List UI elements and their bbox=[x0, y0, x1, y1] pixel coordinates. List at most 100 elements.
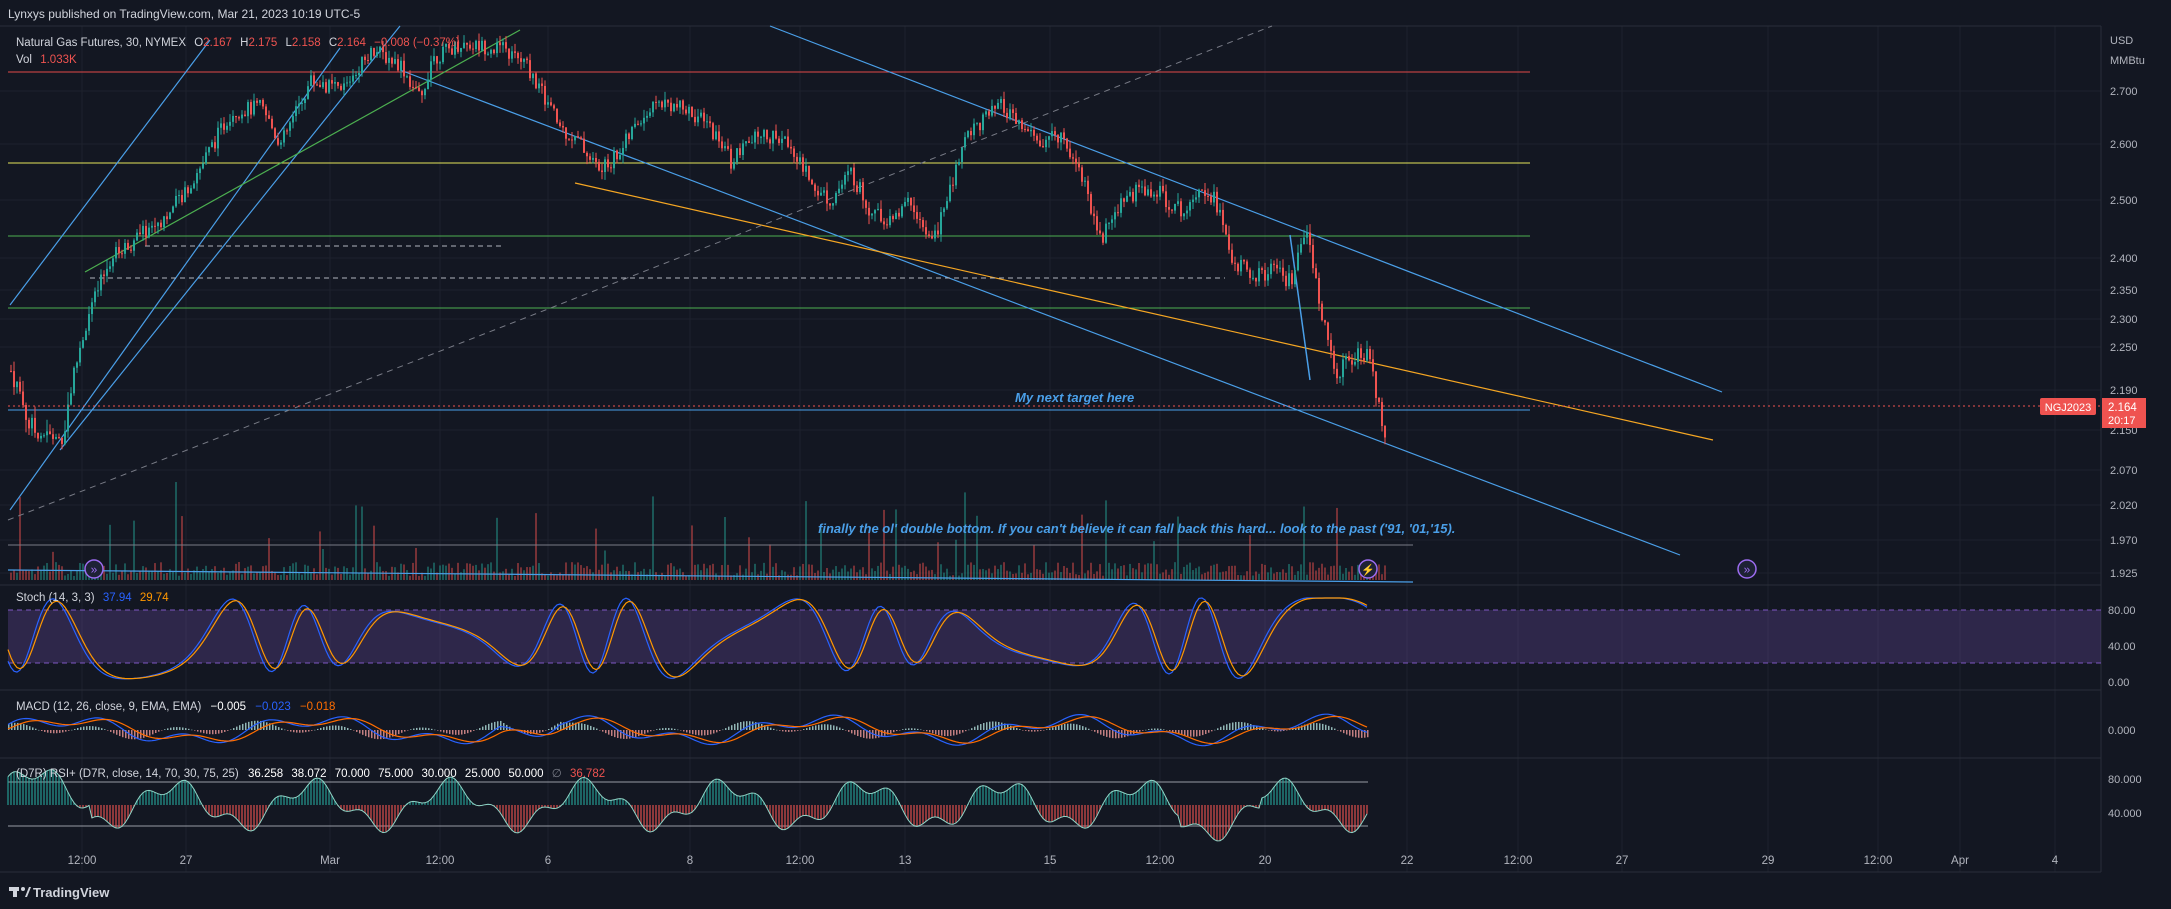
volume-bar bbox=[802, 563, 804, 580]
candle-body bbox=[61, 438, 63, 444]
candle-body bbox=[874, 210, 876, 214]
candle-body bbox=[466, 42, 468, 45]
rsi-legend[interactable]: (D7R) RSI+ (D7R, close, 14, 70, 30, 75, … bbox=[16, 768, 605, 780]
candle-body bbox=[592, 157, 594, 160]
event-marker-2[interactable]: ⚡ bbox=[1358, 559, 1378, 579]
candle-body bbox=[451, 48, 453, 55]
main-legend[interactable]: Natural Gas Futures, 30, NYMEX O2.167 H2… bbox=[16, 37, 460, 49]
volume-bar bbox=[418, 575, 420, 580]
macd-histogram-bar bbox=[1025, 730, 1027, 731]
drop-line[interactable] bbox=[1289, 234, 1311, 381]
volume-bar bbox=[670, 563, 672, 580]
stoch-tick-0: 0.00 bbox=[2108, 677, 2129, 689]
macd-histogram-bar bbox=[584, 724, 586, 730]
candle-body bbox=[73, 367, 75, 394]
orange-support-line[interactable] bbox=[574, 182, 1714, 441]
macd-histogram-bar bbox=[1151, 728, 1153, 730]
candle-body bbox=[1351, 360, 1353, 365]
target-annotation[interactable]: My next target here bbox=[1015, 390, 1134, 405]
macd-histogram-bar bbox=[914, 728, 916, 730]
macd-histogram-bar bbox=[887, 730, 889, 735]
candle-body bbox=[904, 201, 906, 207]
upper-left-channel-line-1[interactable] bbox=[9, 39, 211, 306]
candle-body bbox=[319, 84, 321, 88]
volume-bar bbox=[472, 565, 474, 580]
time-axis[interactable]: 12:00 27 Mar 12:00 6 8 12:00 13 15 12:00 20 22 12:00… bbox=[68, 855, 2059, 867]
volume-bar bbox=[580, 565, 582, 580]
candle-body bbox=[1066, 138, 1068, 149]
candle-body bbox=[1153, 194, 1155, 197]
symbol-tag[interactable]: NGJ2023 bbox=[2045, 402, 2091, 414]
trend-lines[interactable] bbox=[7, 25, 1723, 583]
macd-histogram-bar bbox=[71, 729, 73, 731]
macd-histogram-bar bbox=[659, 728, 661, 730]
candle-body bbox=[1213, 191, 1215, 203]
upper-left-channel-line-3[interactable] bbox=[59, 25, 401, 451]
volume-bar bbox=[1303, 506, 1305, 580]
volume-bar bbox=[370, 570, 372, 580]
volume-bar bbox=[1168, 574, 1170, 580]
bottom-line[interactable] bbox=[7, 569, 1414, 583]
candle-body bbox=[628, 133, 630, 140]
volume-bar bbox=[202, 569, 204, 580]
macd-histogram-bar bbox=[221, 730, 223, 733]
candle-body bbox=[463, 42, 465, 48]
candle-body bbox=[1093, 213, 1095, 217]
candle-body bbox=[943, 208, 945, 213]
volume-bar bbox=[1024, 563, 1026, 580]
volume-bar bbox=[1027, 574, 1029, 580]
candle-body bbox=[130, 249, 132, 251]
price-axis[interactable]: USD MMBtu 2.700 2.600 2.500 2.400 2.350 2.300… bbox=[2110, 35, 2145, 580]
volume-bar bbox=[1294, 574, 1296, 580]
volume-bar bbox=[547, 575, 549, 580]
upper-channel-line[interactable] bbox=[769, 25, 1723, 393]
volume-bar bbox=[1243, 575, 1245, 580]
stoch-k-line bbox=[7, 597, 1368, 680]
macd-histogram-bar bbox=[1343, 730, 1345, 734]
volume-bar bbox=[646, 574, 648, 580]
macd-histogram-bar bbox=[170, 727, 172, 730]
candle-body bbox=[676, 103, 678, 108]
volume-bar bbox=[172, 571, 174, 580]
macd-histogram-bar bbox=[242, 723, 244, 730]
volume-bar bbox=[1252, 575, 1254, 580]
double-bottom-annotation[interactable]: finally the ol' double bottom. If you ca… bbox=[818, 521, 1455, 536]
macd-histogram-bar bbox=[1301, 725, 1303, 730]
candle-body bbox=[40, 435, 42, 439]
volume-bar bbox=[34, 574, 36, 580]
candle-body bbox=[1282, 267, 1284, 276]
volume-bar bbox=[1144, 564, 1146, 580]
candle-body bbox=[997, 102, 999, 109]
volume-bar bbox=[1075, 574, 1077, 580]
macd-legend[interactable]: MACD (12, 26, close, 9, EMA, EMA) −0.005… bbox=[16, 701, 335, 713]
macd-histogram-bar bbox=[308, 730, 310, 732]
candle-body bbox=[103, 274, 105, 276]
volume-bar bbox=[1093, 573, 1095, 580]
volume-bar bbox=[166, 572, 168, 580]
horizontal-levels[interactable] bbox=[8, 71, 1530, 546]
candle-body bbox=[529, 60, 531, 79]
candle-body bbox=[955, 164, 957, 186]
stoch-legend[interactable]: Stoch (14, 3, 3) 37.94 29.74 bbox=[16, 592, 169, 604]
volume-bar bbox=[1015, 573, 1017, 580]
volume-bar bbox=[448, 563, 450, 580]
volume-bar bbox=[22, 570, 24, 580]
macd-histogram-bar bbox=[1220, 726, 1222, 730]
macd-line bbox=[7, 713, 1368, 747]
event-marker-1[interactable]: » bbox=[84, 559, 104, 579]
volume-bar bbox=[850, 568, 852, 580]
macd-histogram-bar bbox=[599, 730, 601, 731]
event-marker-3[interactable]: » bbox=[1737, 559, 1757, 579]
time-tick: 4 bbox=[2052, 855, 2059, 867]
candle-body bbox=[334, 82, 336, 84]
candle-body bbox=[1330, 339, 1332, 351]
volume-legend[interactable]: Vol 1.033K bbox=[16, 54, 77, 66]
macd-histogram-bar bbox=[1199, 730, 1201, 736]
volume-bar bbox=[121, 571, 123, 580]
macd-histogram-bar bbox=[1319, 723, 1321, 730]
macd-histogram-bar bbox=[827, 724, 829, 730]
candle-body bbox=[1240, 259, 1242, 272]
tradingview-footer[interactable]: TradingView bbox=[9, 885, 110, 900]
macd-histogram-bar bbox=[296, 730, 298, 733]
